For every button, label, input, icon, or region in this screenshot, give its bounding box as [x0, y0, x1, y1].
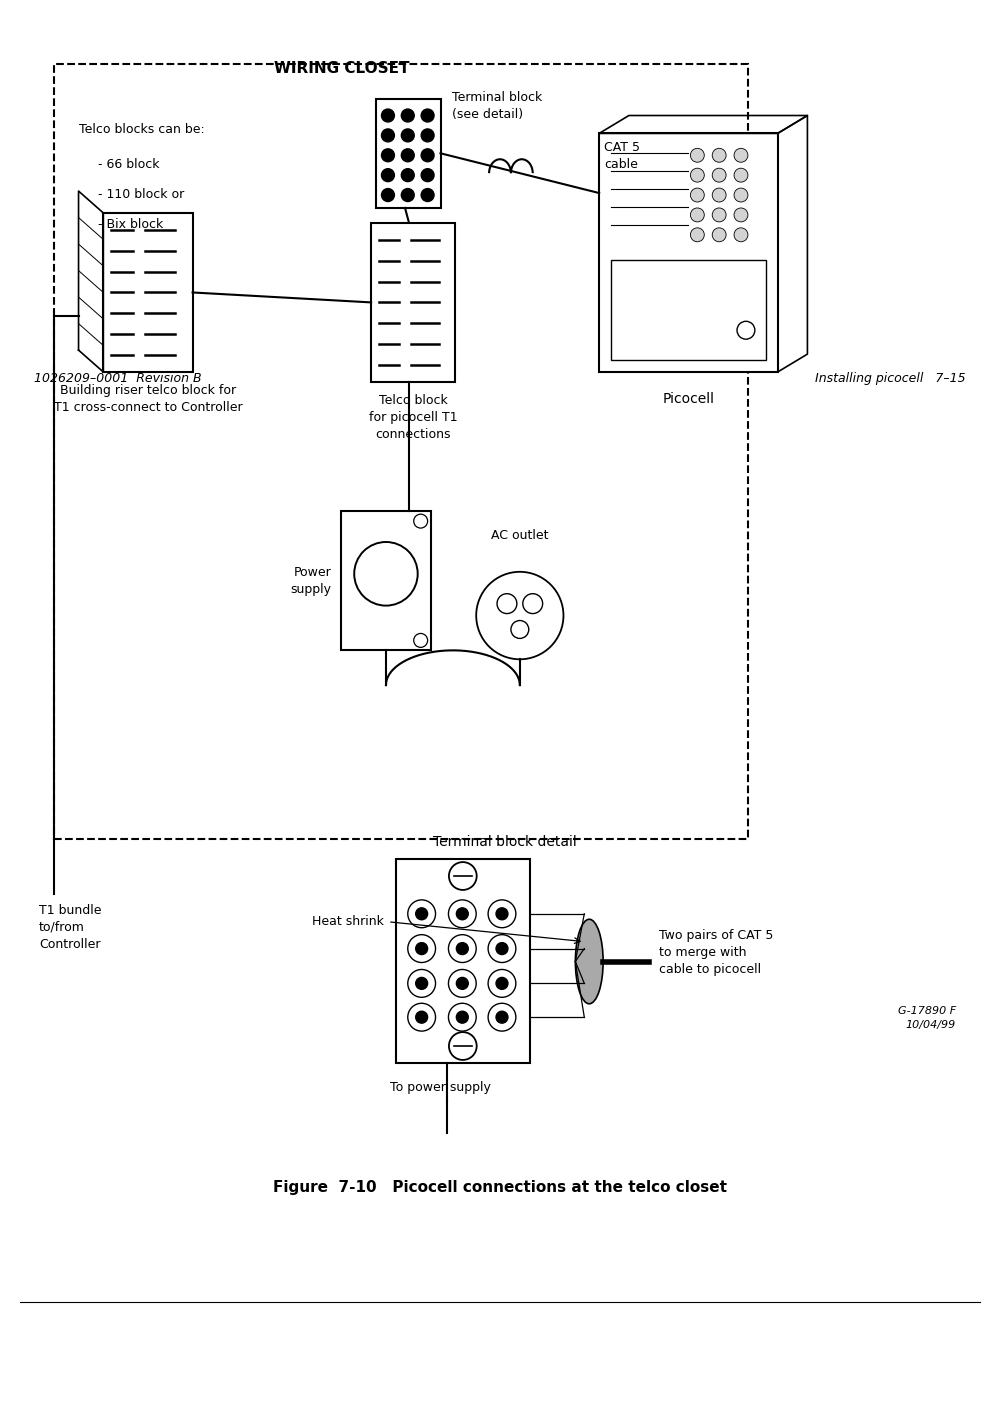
Circle shape	[712, 168, 726, 182]
Circle shape	[408, 1004, 436, 1031]
Circle shape	[476, 572, 563, 659]
Circle shape	[690, 207, 704, 222]
Circle shape	[712, 187, 726, 202]
Text: - 110 block or: - 110 block or	[98, 187, 185, 202]
Bar	[611, 260, 766, 361]
Circle shape	[421, 169, 434, 182]
Circle shape	[416, 1011, 428, 1024]
Circle shape	[401, 149, 414, 162]
Text: Picocell: Picocell	[662, 392, 714, 406]
Text: Installing picocell   7–15: Installing picocell 7–15	[815, 372, 966, 385]
Circle shape	[421, 149, 434, 162]
Circle shape	[496, 907, 508, 920]
Text: CAT 5
cable: CAT 5 cable	[604, 141, 640, 172]
Circle shape	[449, 862, 477, 890]
Text: G-17890 F
10/04/99: G-17890 F 10/04/99	[898, 1007, 956, 1030]
Circle shape	[414, 633, 428, 648]
Circle shape	[734, 187, 748, 202]
Text: Power
supply: Power supply	[290, 565, 331, 596]
Circle shape	[496, 1011, 508, 1024]
Circle shape	[408, 900, 436, 927]
Text: Heat shrink: Heat shrink	[312, 916, 384, 929]
Circle shape	[712, 227, 726, 241]
Circle shape	[354, 542, 418, 605]
Circle shape	[734, 207, 748, 222]
Circle shape	[381, 149, 394, 162]
Bar	[341, 511, 431, 650]
Circle shape	[488, 900, 516, 927]
Text: T1 bundle
to/from
Controller: T1 bundle to/from Controller	[39, 905, 101, 951]
Circle shape	[488, 1004, 516, 1031]
Bar	[599, 133, 778, 372]
Bar	[396, 859, 530, 1064]
Circle shape	[416, 943, 428, 954]
Circle shape	[734, 148, 748, 162]
Circle shape	[690, 187, 704, 202]
Text: WIRING CLOSET: WIRING CLOSET	[274, 61, 409, 77]
Circle shape	[496, 977, 508, 990]
Bar	[371, 223, 455, 382]
Circle shape	[456, 907, 468, 920]
Circle shape	[416, 907, 428, 920]
Text: Terminal block
(see detail): Terminal block (see detail)	[452, 91, 543, 121]
Circle shape	[690, 168, 704, 182]
Circle shape	[448, 970, 476, 997]
Circle shape	[401, 189, 414, 202]
Circle shape	[401, 169, 414, 182]
Bar	[376, 98, 441, 207]
Circle shape	[408, 970, 436, 997]
Circle shape	[712, 207, 726, 222]
Bar	[54, 64, 748, 839]
Text: Figure  7-10   Picocell connections at the telco closet: Figure 7-10 Picocell connections at the …	[273, 1180, 727, 1194]
Circle shape	[449, 1032, 477, 1059]
Text: Terminal block detail: Terminal block detail	[433, 835, 577, 849]
Text: - Bix block: - Bix block	[98, 217, 164, 231]
Circle shape	[737, 321, 755, 339]
Circle shape	[488, 970, 516, 997]
Circle shape	[421, 109, 434, 122]
Text: Telco blocks can be:: Telco blocks can be:	[79, 124, 204, 136]
Circle shape	[734, 168, 748, 182]
Circle shape	[414, 514, 428, 528]
Circle shape	[456, 1011, 468, 1024]
Circle shape	[496, 943, 508, 954]
Circle shape	[690, 227, 704, 241]
Text: To power supply: To power supply	[390, 1081, 491, 1093]
Circle shape	[381, 169, 394, 182]
Circle shape	[497, 594, 517, 613]
Circle shape	[690, 148, 704, 162]
Circle shape	[416, 977, 428, 990]
Circle shape	[381, 189, 394, 202]
Circle shape	[448, 934, 476, 963]
Circle shape	[408, 934, 436, 963]
Text: 1026209–0001  Revision B: 1026209–0001 Revision B	[34, 372, 202, 385]
Text: Building riser telco block for
T1 cross-connect to Controller: Building riser telco block for T1 cross-…	[54, 383, 242, 413]
Circle shape	[381, 109, 394, 122]
Circle shape	[488, 934, 516, 963]
Circle shape	[401, 109, 414, 122]
Circle shape	[401, 129, 414, 142]
Text: AC outlet: AC outlet	[491, 530, 549, 542]
Circle shape	[456, 943, 468, 954]
Circle shape	[734, 227, 748, 241]
Circle shape	[421, 129, 434, 142]
Circle shape	[448, 900, 476, 927]
Circle shape	[448, 1004, 476, 1031]
Ellipse shape	[575, 919, 603, 1004]
Circle shape	[712, 148, 726, 162]
Circle shape	[456, 977, 468, 990]
Circle shape	[421, 189, 434, 202]
Bar	[103, 213, 193, 372]
Text: Telco block
for picocell T1
connections: Telco block for picocell T1 connections	[369, 393, 458, 440]
Text: - 66 block: - 66 block	[98, 158, 160, 172]
Circle shape	[381, 129, 394, 142]
Circle shape	[511, 621, 529, 639]
Text: Two pairs of CAT 5
to merge with
cable to picocell: Two pairs of CAT 5 to merge with cable t…	[659, 929, 773, 976]
Circle shape	[523, 594, 543, 613]
